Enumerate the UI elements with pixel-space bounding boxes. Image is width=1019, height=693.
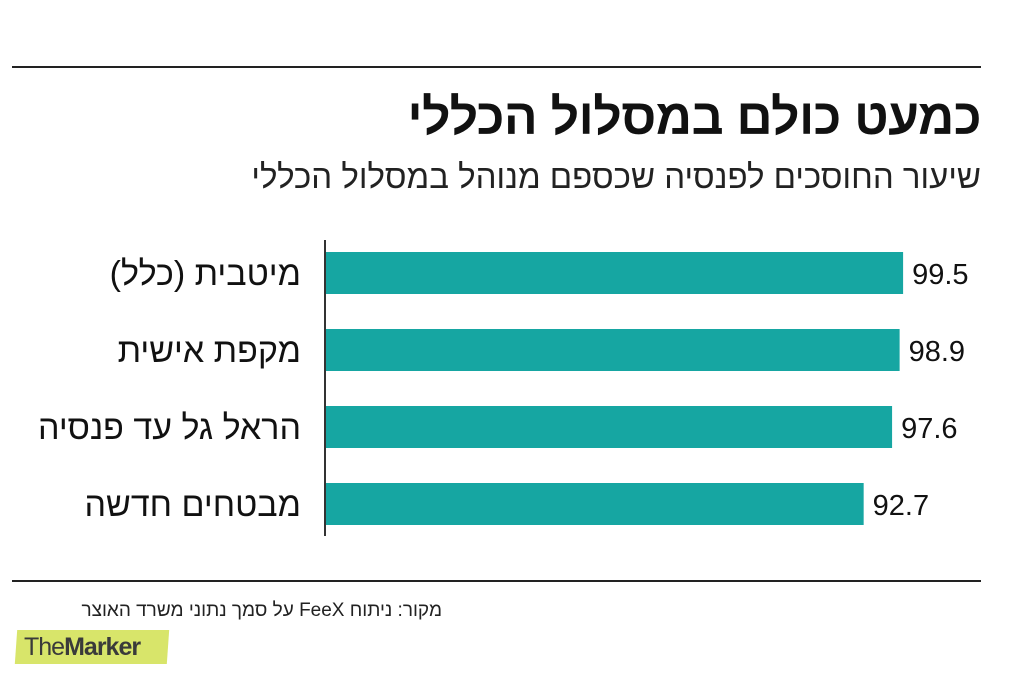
category-label-1: מקפת אישית [118, 332, 301, 370]
chart-subtitle: שיעור החוסכים לפנסיה שכספם מנוהל במסלול … [251, 158, 981, 195]
bar-0 [326, 252, 904, 294]
bar-1 [326, 329, 900, 371]
category-label-2: הראל גל עד פנסיה [38, 409, 301, 447]
bar-value-label-1: 98.9 [909, 336, 965, 368]
chart-title: כמעט כולם במסלול הכללי [407, 89, 981, 145]
themarker-logo: TheMarker [24, 633, 141, 662]
source-note: מקור: ניתוח FeeX על סמך נתוני משרד האוצר [81, 600, 442, 621]
bar-2 [326, 406, 893, 448]
logo-marker: Marker [64, 633, 141, 661]
bar-chart: 99.5 מיטבית (כלל) 98.9 מקפת אישית 97.6 הראל ג… [38, 240, 969, 536]
bar-3 [326, 483, 864, 525]
logo-the: The [24, 633, 65, 661]
bar-value-label-0: 99.5 [912, 259, 968, 291]
top-rule [12, 66, 981, 68]
category-label-0: מיטבית (כלל) [110, 255, 301, 293]
bar-value-label-3: 92.7 [873, 490, 929, 522]
bar-value-label-2: 97.6 [901, 413, 957, 445]
bottom-rule [12, 580, 981, 582]
category-label-3: מבטחים חדשה [84, 486, 301, 524]
